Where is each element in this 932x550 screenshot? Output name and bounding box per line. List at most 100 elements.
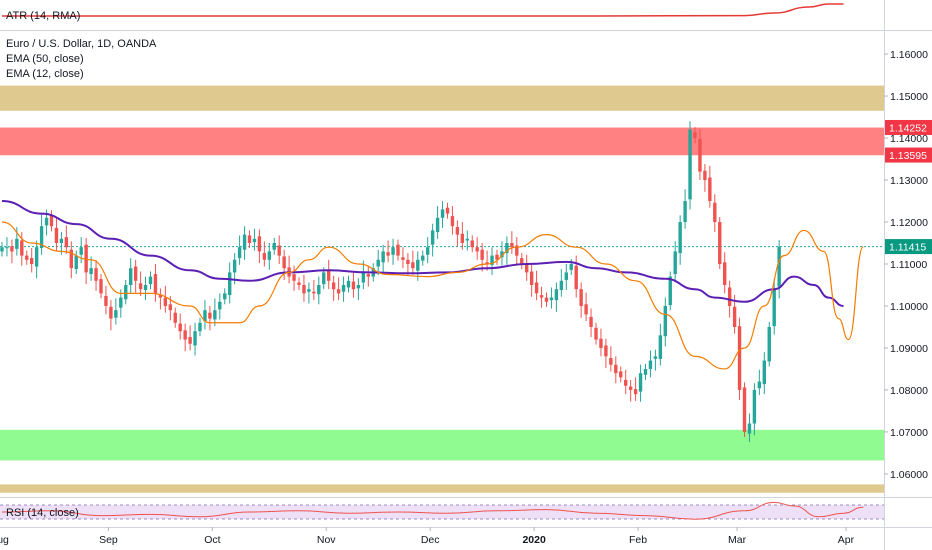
candle-body (589, 316, 593, 327)
candle-body (426, 247, 430, 255)
price-tick-label: 1.07000 (890, 427, 928, 439)
candle-body (752, 389, 757, 424)
candle-body (282, 256, 286, 269)
candle-body (698, 138, 702, 172)
candle-body (648, 360, 653, 369)
time-tick-label: Aug (0, 534, 9, 546)
candle-body (624, 379, 628, 386)
candle-body (49, 215, 54, 227)
candle-body (534, 282, 539, 294)
candle-body (341, 284, 346, 292)
candle-body (475, 247, 479, 252)
candle-body (628, 386, 633, 390)
candle-body (574, 265, 578, 290)
atr-label: ATR (14, RMA) (6, 10, 80, 22)
candle-body (416, 259, 420, 271)
candle-body (44, 217, 49, 226)
candle-body (653, 356, 658, 359)
candle-body (678, 222, 682, 254)
candle-body (0, 247, 4, 252)
candle-body (114, 310, 118, 318)
candle-body (124, 284, 128, 300)
candle-body (346, 280, 351, 288)
price-tick-label: 1.08000 (890, 385, 928, 397)
candle-body (208, 312, 212, 319)
zones-group (0, 85, 884, 493)
candle-body (79, 247, 83, 255)
candle-body (594, 327, 598, 340)
candle-body (732, 306, 737, 327)
candle-body (688, 129, 692, 200)
candle-body (5, 247, 9, 249)
candle-body (480, 249, 484, 260)
rsi-label: RSI (14, close) (6, 507, 79, 519)
price-badge (885, 147, 932, 163)
candle-body (119, 297, 123, 308)
candle-body (421, 255, 425, 261)
candle-body (460, 233, 465, 244)
candle-body (485, 262, 489, 264)
price-tick-label: 1.06000 (890, 469, 928, 481)
candle-body (54, 227, 59, 244)
candle-body (411, 262, 415, 269)
candle-body (317, 284, 321, 295)
candle-body (257, 236, 262, 252)
candle-body (777, 246, 781, 287)
candle-body (69, 249, 73, 269)
price-tick-label: 1.10000 (890, 301, 928, 313)
price-tick-label: 1.13000 (890, 175, 928, 187)
price-tick-label: 1.12000 (890, 217, 928, 229)
price-badge-label: 1.13595 (889, 150, 927, 162)
price-tick-label: 1.15000 (890, 91, 928, 103)
price-axis[interactable]: 1.16000 1.15000 1.14000 1.13000 1.12000 1.110… (884, 0, 932, 550)
candle-body (242, 234, 247, 250)
candle-body (327, 269, 331, 281)
candle-body (307, 289, 311, 292)
price-tick-label: 1.16000 (890, 49, 928, 61)
candle-body (312, 291, 316, 294)
candle-body (742, 387, 747, 432)
price-tick-label: 1.14000 (890, 133, 928, 145)
candle-body (490, 255, 494, 265)
time-tick-label: Oct (204, 534, 220, 546)
atr-pane: ATR (14, RMA) (0, 3, 932, 31)
candle-body (450, 216, 455, 227)
price-badge (885, 119, 932, 135)
candle-body (356, 284, 361, 289)
candle-body (737, 326, 742, 390)
candle-body (188, 337, 192, 344)
candle-body (74, 255, 78, 270)
candle-body (213, 310, 217, 320)
candle-body (663, 305, 667, 337)
zone-3 (0, 429, 884, 461)
price-axis-ticks: 1.16000 1.15000 1.14000 1.13000 1.12000 1.110… (884, 49, 928, 481)
candle-body (297, 282, 301, 285)
time-tick-label: Dec (421, 534, 440, 546)
price-pane[interactable]: Euro / U.S. Dollar, 1D, OANDA EMA (50, c… (0, 38, 884, 493)
zone-1 (0, 85, 884, 111)
candle-body (10, 246, 14, 252)
candle-body (604, 345, 608, 357)
candle-body (708, 177, 712, 202)
ema50-line (1, 200, 844, 307)
candle-body (633, 389, 638, 395)
time-axis-ticks: Aug Sep Oct Nov Dec 2020 Feb Mar Apr (0, 527, 855, 546)
candle-body (89, 268, 93, 275)
time-axis[interactable]: Aug Sep Oct Nov Dec 2020 Feb Mar Apr (0, 527, 932, 546)
candle-body (232, 259, 237, 273)
candle-body (361, 272, 366, 283)
candle-body (396, 244, 400, 256)
candle-body (267, 251, 271, 260)
candle-body (703, 170, 707, 181)
chart-title: Euro / U.S. Dollar, 1D, OANDA (6, 38, 157, 50)
candle-body (218, 301, 222, 310)
candle-body (129, 268, 133, 285)
candle-body (465, 238, 469, 241)
candle-body (554, 289, 559, 301)
candle-body (163, 297, 168, 306)
candle-body (391, 247, 395, 255)
candle-body (168, 304, 172, 311)
candle-body (673, 251, 677, 275)
rsi-band (0, 505, 884, 519)
